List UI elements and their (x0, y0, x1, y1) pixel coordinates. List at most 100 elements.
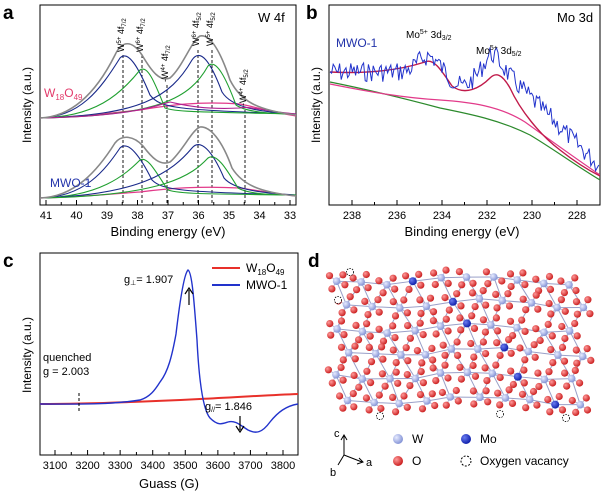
panel-b-peak-label-3d52: Mo5+ 3d5/2 (476, 45, 522, 58)
crystal-bond (543, 332, 559, 356)
crystal-bond (441, 276, 467, 279)
oxygen-atom (349, 390, 357, 398)
oxygen-atom (547, 310, 555, 318)
panel-b-peak-label-3d32: Mo5+ 3d3/2 (406, 29, 452, 42)
oxygen-atom (355, 336, 363, 344)
oxygen-atom (561, 369, 569, 377)
oxygen-atom (441, 294, 449, 302)
oxygen-atom (546, 285, 555, 293)
oxygen-atom (403, 371, 411, 379)
tick-label: 3400 (140, 460, 164, 472)
oxygen-atom (353, 286, 361, 294)
tungsten-atom (421, 350, 430, 359)
oxygen-atom (558, 406, 567, 414)
tungsten-atom (513, 276, 521, 284)
oxygen-atom (375, 308, 383, 316)
panel-a-letter: a (3, 3, 14, 24)
oxygen-atom (521, 281, 529, 289)
oxygen-atom (413, 347, 421, 355)
oxygen-atom (573, 332, 581, 340)
oxygen-atom (522, 306, 530, 314)
tungsten-atom (554, 351, 562, 359)
oxygen-atom (484, 398, 492, 406)
crystal-bond (414, 325, 441, 332)
tick-label: 36 (192, 210, 204, 222)
oxygen-atom (573, 310, 582, 318)
tungsten-atom (488, 369, 497, 378)
tungsten-atom (436, 369, 445, 377)
oxygen-atom (531, 353, 539, 361)
tungsten-atom (513, 323, 521, 332)
crystal-bond (490, 300, 503, 326)
oxygen-atom (417, 368, 425, 376)
oxygen-atom (518, 316, 526, 324)
oxygen-atom (355, 383, 363, 391)
crystal-bond (415, 372, 441, 380)
oxygen-atom (572, 408, 580, 416)
oxygen-atom (453, 338, 461, 346)
crystal-bond (491, 373, 506, 399)
crystal-bond (362, 331, 388, 334)
oxygen-atom (379, 355, 387, 363)
crystal-bond (452, 298, 480, 303)
tungsten-atom (370, 398, 379, 407)
panel-a-dashed-lines (122, 50, 246, 205)
oxygen-atom (391, 312, 400, 320)
tungsten-atom (368, 302, 377, 311)
tungsten-atom (462, 273, 471, 281)
axis-b-arrow (337, 454, 345, 466)
crystal-bond (399, 307, 416, 331)
oxygen-atom (571, 274, 579, 282)
oxygen-atom (584, 296, 592, 304)
crystal-bond (492, 372, 518, 378)
crystal-bond (414, 330, 426, 355)
tungsten-atom (358, 327, 367, 336)
oxygen-atom (571, 366, 579, 374)
legend-vacancy-ball (460, 455, 472, 467)
legend-mo-label: Mo (480, 432, 497, 446)
oxygen-atom (416, 319, 424, 327)
tungsten-atom (525, 395, 534, 404)
peak-label-w6-f52: W6+ 4f5/2 (191, 12, 203, 46)
oxygen-atom (362, 394, 370, 402)
crystal-bond (425, 305, 441, 327)
oxygen-atom (328, 379, 336, 387)
tungsten-atom (565, 281, 573, 289)
legend-w-label: W (412, 432, 424, 446)
oxygen-atom (400, 296, 408, 304)
panel-a-xlabel: Binding energy (eV) (111, 224, 226, 239)
panel-c-xlabel: Guass (G) (139, 476, 199, 491)
oxygen-atom (419, 331, 427, 339)
top-peak-w4 (40, 101, 296, 119)
oxygen-atom (521, 327, 529, 335)
tungsten-atom (487, 321, 495, 329)
crystal-bond (425, 348, 452, 356)
oxygen-atom (439, 341, 447, 349)
tungsten-atom (342, 301, 351, 309)
oxygen-vacancy (562, 413, 571, 422)
oxygen-atom (431, 280, 439, 289)
oxygen-atom (576, 379, 584, 387)
crystal-bond (361, 281, 387, 286)
tick-label: 236 (388, 210, 406, 222)
panel-b-title: Mo 3d (557, 10, 593, 25)
crystal-bond (440, 372, 451, 398)
axis-c-label: c (334, 428, 340, 440)
oxygen-atom (505, 386, 513, 394)
panel-a: a W 4f Intensity (a.u.) Binding energy (… (3, 3, 297, 239)
crystal-bond (466, 276, 480, 299)
panel-a-sample-top: W18O49 (44, 86, 83, 102)
oxygen-atom (363, 320, 371, 328)
crystal-bond (360, 281, 373, 307)
oxygen-atom (549, 359, 557, 367)
tungsten-atom (383, 329, 392, 337)
oxygen-atom (505, 302, 514, 310)
tungsten-atom (447, 345, 456, 353)
oxygen-atom (545, 272, 554, 281)
oxygen-atom (441, 351, 449, 359)
panel-b-raw-spectrum (329, 46, 600, 173)
panel-a-bottom-spectrum (40, 126, 296, 199)
crystal-bond (516, 327, 529, 352)
oxygen-atom (492, 314, 500, 322)
tungsten-atom (357, 278, 366, 286)
